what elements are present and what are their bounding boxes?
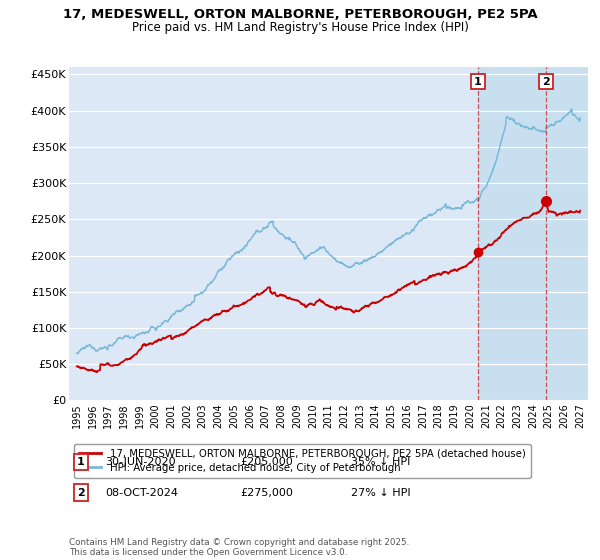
Legend: 17, MEDESWELL, ORTON MALBORNE, PETERBOROUGH, PE2 5PA (detached house), HPI: Aver: 17, MEDESWELL, ORTON MALBORNE, PETERBORO… <box>74 444 530 478</box>
Text: £205,000: £205,000 <box>240 457 293 467</box>
Text: 1: 1 <box>77 457 85 467</box>
Text: 1: 1 <box>474 77 482 87</box>
Text: 08-OCT-2024: 08-OCT-2024 <box>105 488 178 498</box>
Text: £275,000: £275,000 <box>240 488 293 498</box>
Text: 27% ↓ HPI: 27% ↓ HPI <box>351 488 410 498</box>
Text: 35% ↓ HPI: 35% ↓ HPI <box>351 457 410 467</box>
Text: 2: 2 <box>542 77 550 87</box>
Text: 17, MEDESWELL, ORTON MALBORNE, PETERBOROUGH, PE2 5PA: 17, MEDESWELL, ORTON MALBORNE, PETERBORO… <box>62 8 538 21</box>
Text: Contains HM Land Registry data © Crown copyright and database right 2025.
This d: Contains HM Land Registry data © Crown c… <box>69 538 409 557</box>
Text: 30-JUN-2020: 30-JUN-2020 <box>105 457 176 467</box>
Text: Price paid vs. HM Land Registry's House Price Index (HPI): Price paid vs. HM Land Registry's House … <box>131 21 469 34</box>
Bar <box>478 67 588 400</box>
Text: 2: 2 <box>77 488 85 498</box>
